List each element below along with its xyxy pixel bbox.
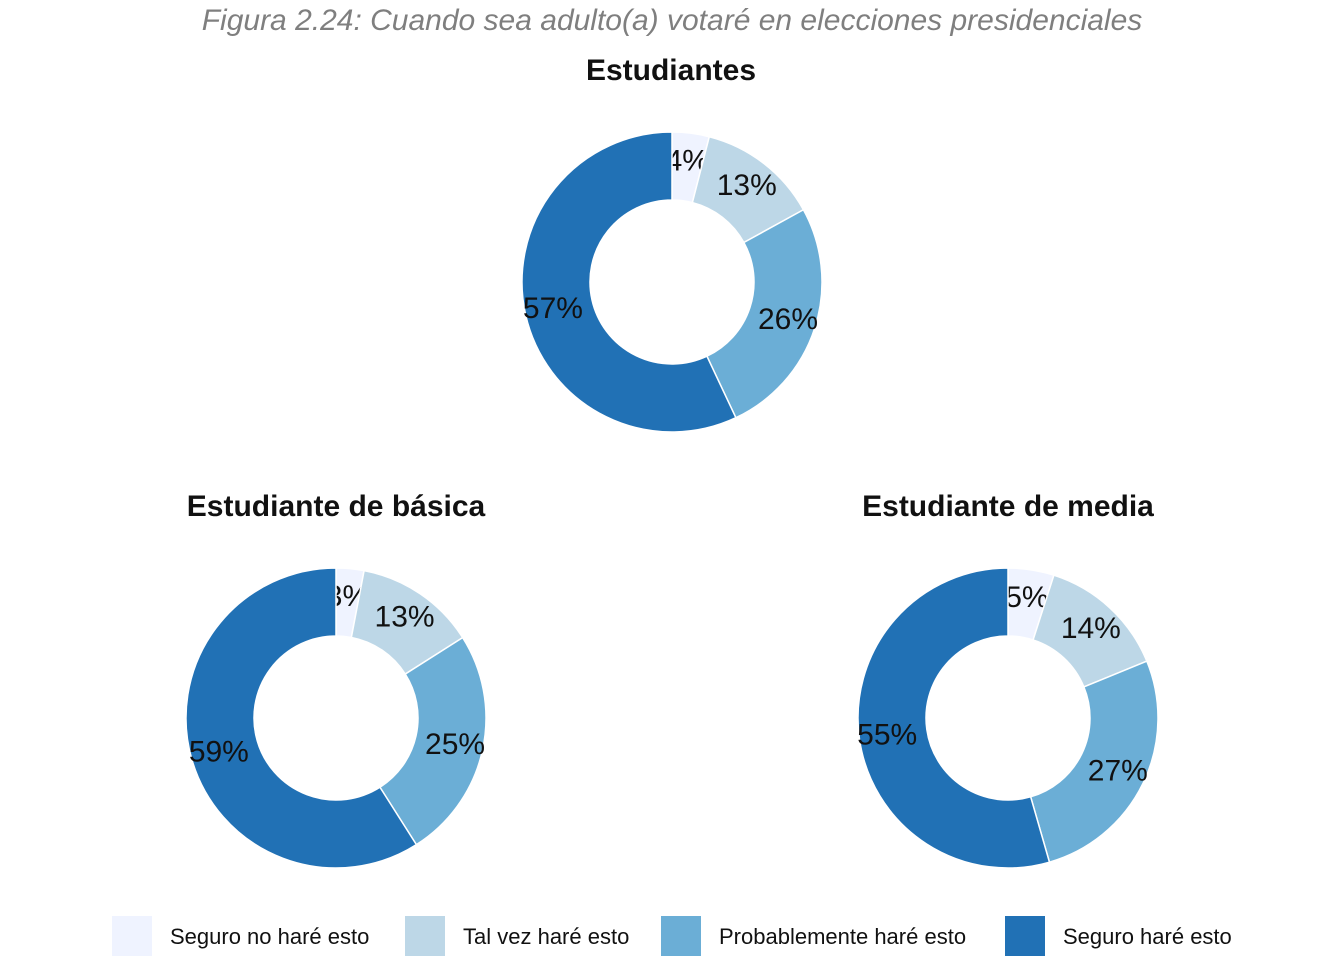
slice-label-probablemente-hare-esto: 26% — [758, 303, 818, 336]
donut-chart-basica: 3%13%25%59% — [185, 567, 487, 869]
donut-chart-media: 5% 14% 27% 55% — [857, 567, 1159, 869]
slice-label-seguro-hare-esto: 59% — [189, 736, 249, 769]
slice-label-probablemente-hare-esto: 27% — [1088, 755, 1148, 788]
slice-label-tal-vez-hare-esto: 13% — [375, 601, 435, 634]
chart-title-media: Estudiante de media — [862, 490, 1154, 523]
legend-label: Seguro no haré esto — [170, 924, 370, 949]
slice-probablemente-hare-esto — [1029, 660, 1159, 864]
slice-label-seguro-no-hare-esto: 5% — [1005, 581, 1048, 614]
chart-title-basica: Estudiante de básica — [186, 490, 486, 523]
legend-swatch — [405, 916, 445, 956]
figure-caption: Figura 2.24: Cuando sea adulto(a) votaré… — [201, 4, 1143, 37]
slice-probablemente-hare-esto — [705, 208, 823, 419]
legend-swatch — [661, 916, 701, 956]
slice-label-seguro-hare-esto: 57% — [523, 292, 583, 325]
legend-swatch — [112, 916, 152, 956]
slice-probablemente-hare-esto — [378, 636, 487, 846]
chart-title-estudiantes: Estudiantes — [585, 54, 757, 87]
legend-label: Seguro haré esto — [1063, 924, 1232, 949]
slice-label-seguro-hare-esto: 55% — [857, 719, 917, 752]
legend: Seguro no haré esto Tal vez haré esto Pr… — [0, 914, 1344, 958]
slice-seguro-hare-esto — [521, 131, 737, 433]
slice-seguro-hare-esto — [185, 567, 418, 869]
legend-label: Probablemente haré esto — [719, 924, 967, 949]
legend-label: Tal vez haré esto — [463, 924, 630, 949]
slice-label-tal-vez-hare-esto: 13% — [717, 169, 777, 202]
legend-swatch — [1005, 916, 1045, 956]
donut-chart-estudiantes: 4%13%26%57% — [521, 131, 823, 433]
slice-label-tal-vez-hare-esto: 14% — [1061, 612, 1121, 645]
slice-seguro-hare-esto — [857, 567, 1051, 869]
slice-label-probablemente-hare-esto: 25% — [425, 728, 485, 761]
